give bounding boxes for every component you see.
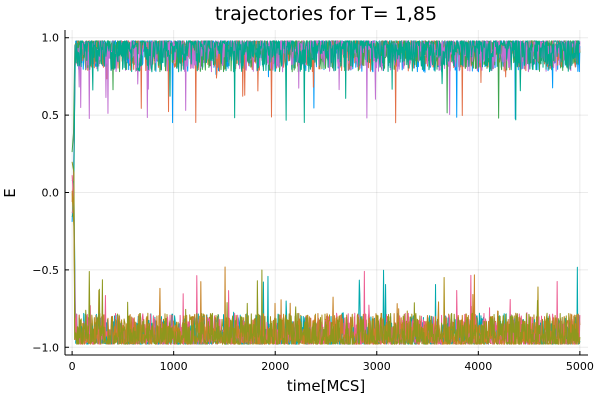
x-axis-label: time[MCS] <box>287 377 366 395</box>
chart-title: trajectories for T= 1,85 <box>215 3 437 25</box>
series-line-10 <box>71 161 581 345</box>
series-layer <box>71 40 581 345</box>
y-tick-label: −0.5 <box>32 264 59 277</box>
y-tick-label: 0.5 <box>42 109 60 122</box>
x-tick-label: 0 <box>69 360 76 373</box>
series-line-5 <box>71 40 581 218</box>
x-tick-label: 4000 <box>464 360 492 373</box>
y-tick-label: 1.0 <box>42 32 60 45</box>
x-tick-label: 5000 <box>566 360 594 373</box>
series-line-9 <box>71 190 581 345</box>
y-tick-label: −1.0 <box>32 341 59 354</box>
tick-labels: 0 1000 2000 3000 4000 5000 −1.0 −0.5 0.0 0.5 1.0 <box>32 32 594 373</box>
x-tick-label: 2000 <box>261 360 289 373</box>
axes <box>64 30 588 356</box>
y-tick-label: 0.0 <box>42 187 60 200</box>
y-axis-label: E <box>1 188 19 197</box>
grid <box>65 30 588 355</box>
x-tick-label: 1000 <box>160 360 188 373</box>
x-tick-label: 3000 <box>363 360 391 373</box>
